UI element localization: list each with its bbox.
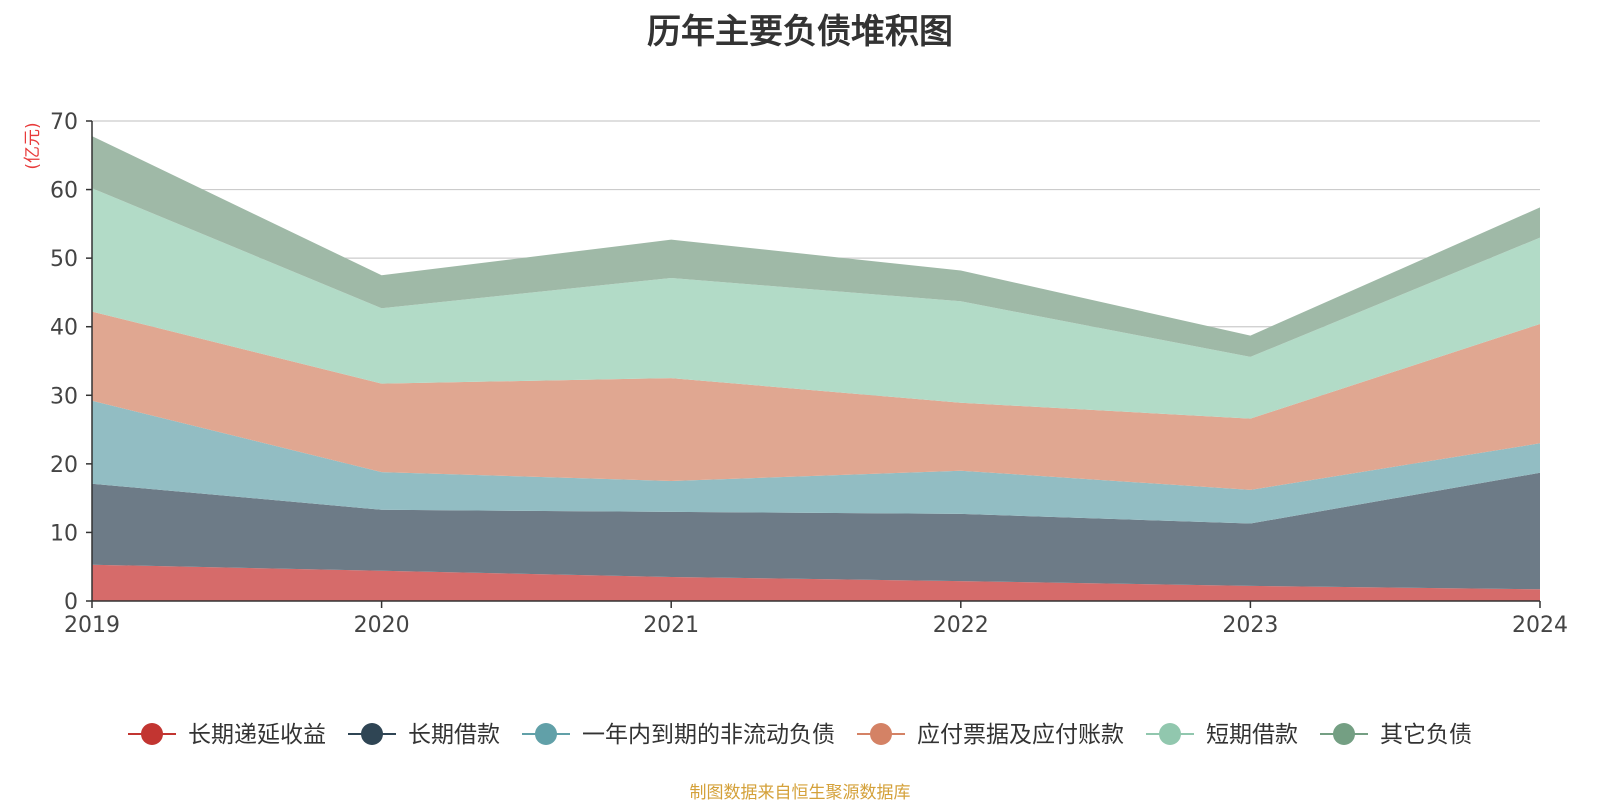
y-tick-label: 60	[50, 179, 78, 204]
legend-item-0: 长期递延收益	[128, 722, 326, 748]
legend-label: 其它负债	[1380, 722, 1472, 748]
legend-marker	[1159, 723, 1181, 745]
x-tick-label: 2024	[1512, 613, 1568, 638]
legend-marker	[1333, 723, 1355, 745]
legend-marker	[870, 723, 892, 745]
x-tick-label: 2021	[643, 613, 699, 638]
y-tick-label: 30	[50, 384, 78, 409]
legend-label: 短期借款	[1206, 722, 1298, 748]
legend-label: 应付票据及应付账款	[917, 722, 1124, 748]
legend-item-5: 其它负债	[1320, 722, 1472, 748]
legend-item-2: 一年内到期的非流动负债	[522, 722, 835, 748]
legend-label: 一年内到期的非流动负债	[582, 722, 835, 748]
legend-label: 长期借款	[408, 722, 500, 748]
x-tick-label: 2020	[354, 613, 410, 638]
x-tick-label: 2023	[1222, 613, 1278, 638]
area-series-0	[92, 564, 1540, 601]
area-series-1	[92, 472, 1540, 590]
y-tick-label: 40	[50, 316, 78, 341]
legend-label: 长期递延收益	[188, 722, 326, 748]
legend-marker	[141, 723, 163, 745]
legend: 长期递延收益 长期借款 一年内到期的非流动负债 应付票据及应付账款 短期借款 其它负债	[128, 722, 1472, 748]
y-tick-label: 20	[50, 453, 78, 478]
legend-item-4: 短期借款	[1146, 722, 1298, 748]
area-series-4	[92, 188, 1540, 419]
y-tick-label: 10	[50, 521, 78, 546]
legend-item-3: 应付票据及应付账款	[857, 722, 1124, 748]
x-tick-label: 2019	[64, 613, 120, 638]
y-tick-label: 0	[64, 590, 78, 615]
data-source-note: 制图数据来自恒生聚源数据库	[689, 783, 911, 803]
y-tick-label: 70	[50, 110, 78, 135]
legend-item-1: 长期借款	[348, 722, 500, 748]
legend-marker	[361, 723, 383, 745]
area-series-3	[92, 311, 1540, 490]
x-tick-label: 2022	[933, 613, 989, 638]
chart-title: 历年主要负债堆积图	[647, 12, 953, 52]
area-series	[92, 136, 1540, 601]
y-axis-unit-label: (亿元)	[23, 122, 43, 169]
legend-marker	[535, 723, 557, 745]
y-tick-label: 50	[50, 247, 78, 272]
axes: 0 10 20 30 40 50 60 70 2019 2020 2021 2022 2023 2024 (…	[23, 110, 1568, 638]
area-series-2	[92, 400, 1540, 524]
